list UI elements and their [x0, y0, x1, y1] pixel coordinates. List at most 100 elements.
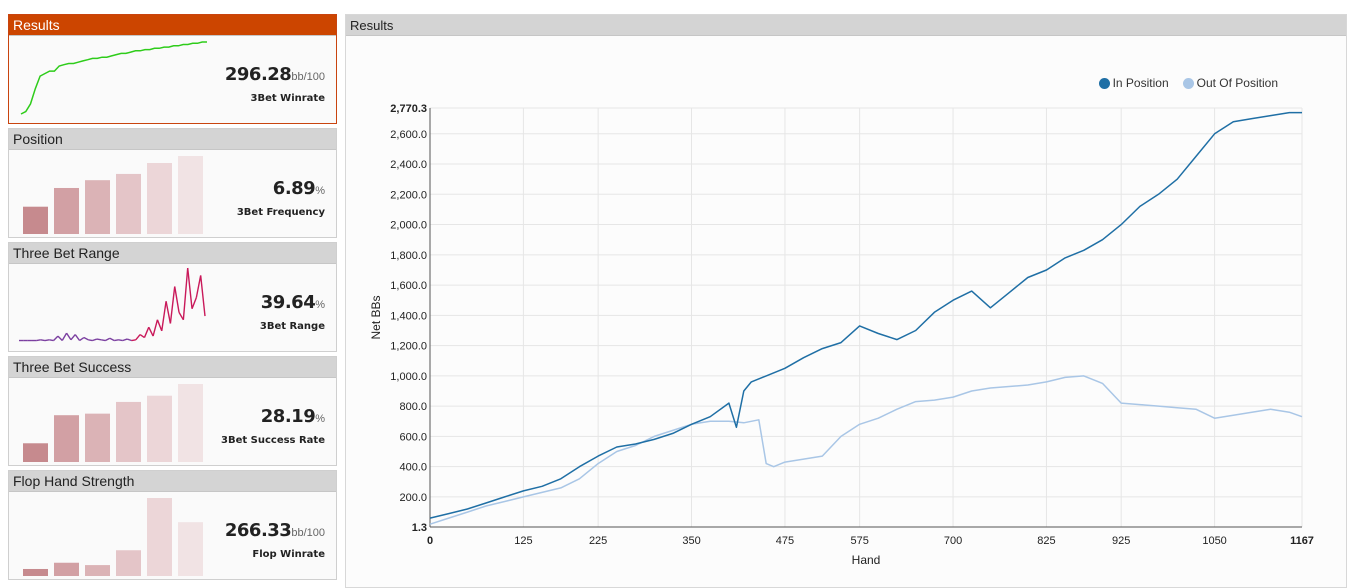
success-mini-chart: [23, 384, 203, 462]
range-line-segment: [191, 297, 198, 309]
hand-strength-mini-chart: [23, 498, 203, 576]
range-line-segment: [109, 337, 115, 342]
mini-bar: [54, 415, 79, 462]
x-tick-label: 1167: [1290, 535, 1314, 547]
range-line-segment: [36, 339, 41, 342]
position-stat-value: 6.89%: [272, 178, 325, 199]
range-line-segment: [174, 286, 180, 313]
range-line-segment: [101, 339, 106, 342]
mini-bar: [54, 187, 79, 234]
mini-bar: [147, 395, 172, 462]
y-tick-label: 2,600.0: [390, 129, 427, 141]
flop-hand-strength-card[interactable]: Flop Hand Strength 266.33bb/100 Flop Win…: [8, 470, 337, 580]
range-stat-value: 39.64%: [260, 292, 325, 313]
y-tick-label: 200.0: [399, 492, 427, 504]
range-stat-label: 3Bet Range: [259, 321, 325, 332]
legend-label-in-position: In Position: [1112, 76, 1169, 90]
range-line-segment: [105, 337, 111, 342]
legend-item-in-position[interactable]: In Position: [1098, 76, 1169, 90]
mini-bar: [116, 401, 141, 462]
results-stat-value: 296.28bb/100: [224, 64, 325, 85]
legend-swatch-out-of-position: [1182, 77, 1194, 89]
series-line-out-of-position: [429, 375, 1303, 525]
y-tick-label: 1,000.0: [390, 371, 427, 383]
range-line-segment: [92, 338, 98, 342]
range-mini-chart: [19, 267, 206, 342]
range-line-segment: [126, 338, 132, 342]
range-line-segment: [44, 339, 50, 342]
legend-item-out-of-position[interactable]: Out Of Position: [1182, 76, 1278, 90]
range-line-segment: [96, 338, 102, 341]
y-tick-label: 600.0: [399, 431, 427, 443]
y-tick-label: 400.0: [399, 462, 427, 474]
range-line-segment: [152, 319, 159, 337]
range-line-segment: [139, 334, 145, 339]
range-line-segment: [199, 275, 206, 317]
range-line-segment: [187, 267, 193, 309]
y-tick-label: 1,800.0: [390, 250, 427, 262]
range-line-segment: [118, 339, 123, 342]
x-tick-label: 225: [589, 535, 607, 547]
mini-bar: [54, 562, 79, 576]
y-axis-label: Net BBs: [369, 295, 383, 339]
legend-swatch-in-position: [1098, 77, 1110, 89]
mini-bar: [85, 413, 110, 462]
y-tick-label: 2,000.0: [390, 220, 427, 232]
results-mini-chart: [20, 41, 207, 115]
range-line-segment: [148, 326, 154, 337]
legend-label-out-of-position: Out Of Position: [1196, 76, 1278, 90]
y-tick-label: 1.3: [412, 522, 427, 534]
range-line-segment: [143, 326, 150, 338]
success-stat-value: 28.19%: [260, 406, 325, 427]
series-line-in-position: [429, 111, 1302, 519]
range-line-segment: [161, 301, 167, 332]
hand-strength-stat-value: 266.33bb/100: [224, 520, 325, 541]
mini-bar: [178, 522, 203, 576]
range-line-segment: [165, 301, 172, 324]
mini-bar: [147, 498, 172, 576]
position-card-title: Position: [9, 129, 336, 150]
range-line-segment: [74, 334, 81, 341]
range-line-segment: [88, 339, 93, 342]
mini-bar: [23, 443, 48, 462]
y-tick-label: 1,600.0: [390, 280, 427, 292]
three-bet-range-card[interactable]: Three Bet Range 39.64% 3Bet Range: [8, 242, 337, 352]
range-line-segment: [83, 336, 89, 341]
y-tick-label: 1,200.0: [390, 341, 427, 353]
mini-bar: [85, 180, 110, 234]
range-line-segment: [156, 319, 163, 332]
three-bet-success-card[interactable]: Three Bet Success 28.19% 3Bet Success Ra…: [8, 356, 337, 466]
three-bet-success-card-title: Three Bet Success: [9, 357, 336, 378]
range-line-segment: [195, 275, 202, 298]
mini-bar: [23, 206, 48, 234]
mini-line: [20, 41, 207, 115]
hand-strength-stat-label: Flop Winrate: [252, 549, 325, 560]
x-tick-label: 475: [776, 535, 794, 547]
range-line-segment: [178, 312, 184, 321]
results-stat-label: 3Bet Winrate: [250, 93, 325, 104]
mini-bar: [23, 568, 48, 576]
x-tick-label: 350: [682, 535, 700, 547]
chart-legend: In Position Out Of Position: [1098, 76, 1278, 90]
results-panel-title: Results: [346, 15, 1346, 36]
results-card[interactable]: Results 296.28bb/100 3Bet Winrate: [8, 14, 337, 124]
x-tick-label: 0: [427, 535, 433, 547]
x-tick-label: 700: [944, 535, 962, 547]
y-tick-label: 800.0: [399, 401, 427, 413]
range-line-segment: [65, 332, 72, 341]
mini-bar: [178, 156, 203, 234]
range-line-segment: [169, 286, 176, 324]
mini-bar: [116, 173, 141, 234]
position-card[interactable]: Position 6.89% 3Bet Frequency: [8, 128, 337, 238]
range-line-segment: [49, 339, 54, 342]
position-mini-chart: [23, 156, 203, 234]
y-tick-label: 2,200.0: [390, 189, 427, 201]
range-line-segment: [61, 332, 68, 341]
range-line-segment: [122, 338, 128, 342]
three-bet-range-card-title: Three Bet Range: [9, 243, 336, 264]
range-line-segment: [131, 339, 136, 342]
x-tick-label: 1050: [1202, 535, 1226, 547]
range-line-segment: [57, 335, 63, 342]
y-tick-label: 2,770.3: [390, 103, 427, 115]
results-card-title: Results: [9, 15, 336, 36]
